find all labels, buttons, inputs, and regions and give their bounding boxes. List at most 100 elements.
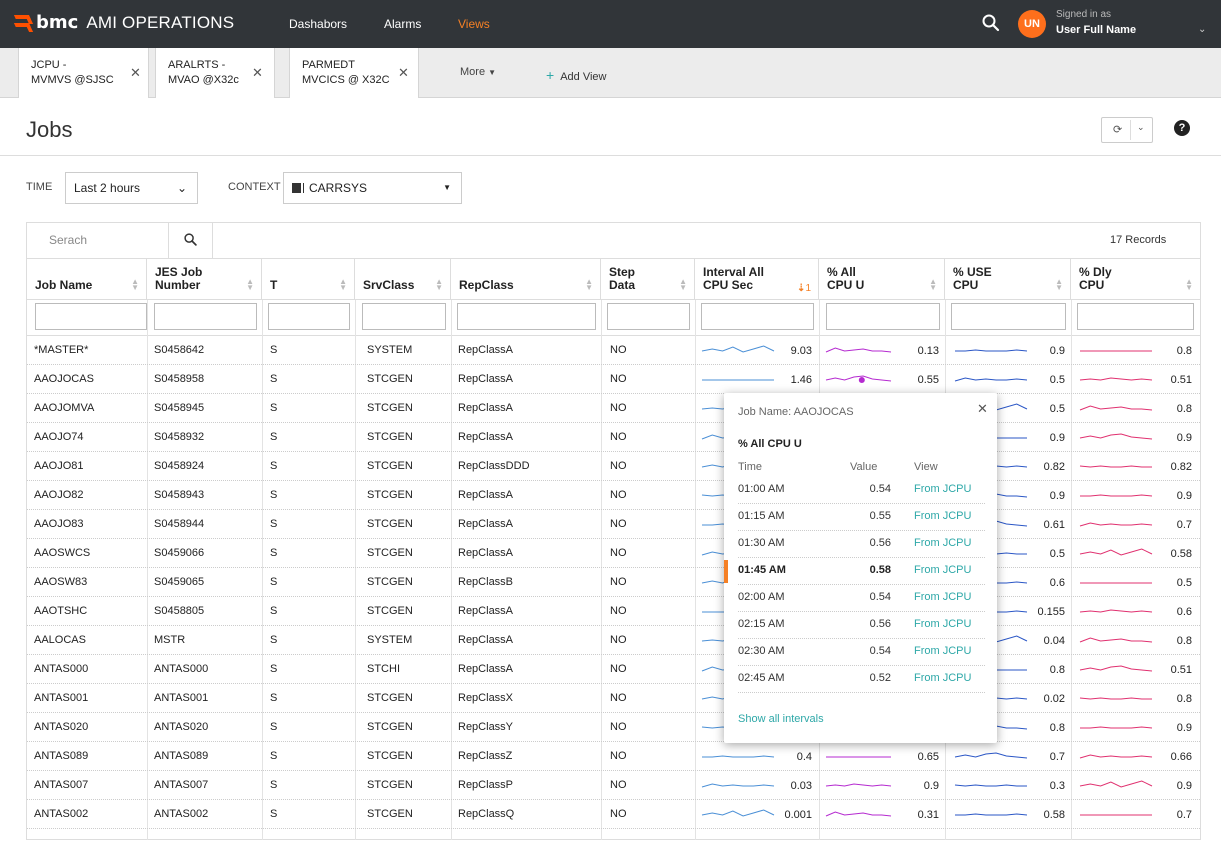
sparkline-dly-cpu[interactable] bbox=[1080, 486, 1153, 502]
filter-input-dly-cpu[interactable] bbox=[1077, 303, 1194, 330]
cell-job-name[interactable]: AAOSW83 bbox=[34, 576, 88, 588]
filter-input-repclass[interactable] bbox=[457, 303, 596, 330]
table-row[interactable] bbox=[27, 336, 1200, 365]
view-tab-aralrts[interactable]: ARALRTS - MVAO @X32c ✕ bbox=[155, 48, 275, 98]
column-header-dly-cpu[interactable]: % Dly CPU ▲ ▼ bbox=[1071, 258, 1200, 300]
refresh-button[interactable]: ⟳ ⌄ bbox=[1101, 117, 1153, 143]
sort-icon[interactable]: ▲ ▼ bbox=[929, 277, 937, 292]
global-search-icon[interactable] bbox=[982, 14, 1000, 32]
table-row[interactable] bbox=[27, 394, 1200, 423]
view-tab-jcpu[interactable]: JCPU - MVMVS @SJSC ✕ bbox=[18, 48, 149, 98]
nav-alarms[interactable]: Alarms bbox=[384, 17, 422, 31]
sparkline-all-cpu-u[interactable] bbox=[825, 776, 892, 792]
popup-view-link[interactable]: From JCPU bbox=[914, 672, 972, 684]
close-icon[interactable]: ✕ bbox=[252, 65, 263, 80]
table-search-button[interactable] bbox=[169, 223, 213, 258]
column-header-all-cpu-u[interactable]: % All CPU U ▲ ▼ bbox=[819, 258, 945, 300]
nav-views[interactable]: Views bbox=[458, 17, 490, 31]
column-header-use-cpu[interactable]: % USE CPU ▲ ▼ bbox=[945, 258, 1071, 300]
popup-view-link[interactable]: From JCPU bbox=[914, 510, 972, 522]
sparkline-use-cpu[interactable] bbox=[954, 776, 1027, 792]
sort-icon[interactable]: ▲ ▼ bbox=[246, 277, 254, 292]
filter-input-job-name[interactable] bbox=[35, 303, 147, 330]
sparkline-all-cpu-u[interactable] bbox=[825, 341, 892, 357]
column-header-step-data[interactable]: Step Data ▲ ▼ bbox=[601, 258, 695, 300]
popup-interval-row[interactable]: 01:45 AM 0.58 From JCPU bbox=[724, 558, 985, 585]
add-view-button[interactable]: + Add View bbox=[546, 67, 606, 83]
table-row[interactable] bbox=[27, 742, 1200, 771]
column-header-srvclass[interactable]: SrvClass ▲ ▼ bbox=[355, 258, 451, 300]
cell-job-name[interactable]: AALOCAS bbox=[34, 634, 86, 646]
view-tab-parmedt[interactable]: PARMEDT MVCICS @ X32C ✕ bbox=[289, 48, 419, 98]
sparkline-use-cpu[interactable] bbox=[954, 370, 1028, 386]
sparkline-interval-all-cpu[interactable] bbox=[701, 341, 775, 357]
user-menu-chevron-down-icon[interactable]: ⌄ bbox=[1198, 24, 1207, 35]
user-name[interactable]: User Full Name bbox=[1056, 24, 1137, 36]
cell-job-name[interactable]: AAOJOMVA bbox=[34, 402, 95, 414]
close-icon[interactable]: ✕ bbox=[130, 65, 141, 80]
filter-input-srvclass[interactable] bbox=[362, 303, 446, 330]
table-row[interactable] bbox=[27, 539, 1200, 568]
table-row[interactable] bbox=[27, 423, 1200, 452]
sparkline-dly-cpu[interactable] bbox=[1079, 689, 1152, 705]
cell-job-name[interactable]: ANTAS001 bbox=[34, 692, 89, 704]
sparkline-interval-all-cpu[interactable] bbox=[702, 747, 775, 763]
close-icon[interactable]: ✕ bbox=[977, 401, 988, 416]
sparkline-dly-cpu[interactable] bbox=[1079, 370, 1153, 386]
more-tabs-dropdown[interactable]: More ▼ bbox=[460, 66, 496, 78]
show-all-intervals-link[interactable]: Show all intervals bbox=[738, 713, 824, 725]
sort-icon[interactable]: ▲ ▼ bbox=[339, 277, 347, 292]
cell-job-name[interactable]: AAOJO81 bbox=[34, 460, 84, 472]
sparkline-dly-cpu[interactable] bbox=[1079, 428, 1153, 444]
sparkline-all-cpu-u[interactable] bbox=[825, 805, 892, 821]
sparkline-dly-cpu[interactable] bbox=[1079, 544, 1153, 560]
cell-job-name[interactable]: ANTAS007 bbox=[34, 779, 89, 791]
sparkline-use-cpu[interactable] bbox=[955, 341, 1028, 357]
column-header-interval-all-cpu-sec[interactable]: Interval All CPU Sec ⇣1 bbox=[695, 258, 819, 300]
user-avatar[interactable]: UN bbox=[1018, 10, 1046, 38]
sparkline-dly-cpu[interactable] bbox=[1079, 457, 1152, 473]
sparkline-all-cpu-u[interactable] bbox=[825, 370, 892, 386]
table-row[interactable] bbox=[27, 713, 1200, 742]
sort-icon[interactable]: ▲ ▼ bbox=[1055, 277, 1063, 292]
table-row[interactable] bbox=[27, 365, 1200, 394]
cell-job-name[interactable]: AAOJOCAS bbox=[34, 373, 94, 385]
popup-interval-row[interactable]: 02:15 AM 0.56 From JCPU bbox=[738, 612, 985, 639]
popup-interval-row[interactable]: 01:15 AM 0.55 From JCPU bbox=[738, 504, 985, 531]
filter-input-step-data[interactable] bbox=[607, 303, 690, 330]
popup-view-link[interactable]: From JCPU bbox=[914, 483, 972, 495]
sparkline-interval-all-cpu[interactable] bbox=[701, 805, 775, 821]
popup-interval-row[interactable]: 02:45 AM 0.52 From JCPU bbox=[738, 666, 985, 693]
cell-job-name[interactable]: *MASTER* bbox=[34, 344, 89, 356]
cell-job-name[interactable]: AAOJO82 bbox=[34, 489, 84, 501]
popup-interval-row[interactable]: 02:30 AM 0.54 From JCPU bbox=[738, 639, 985, 666]
sparkline-dly-cpu[interactable] bbox=[1080, 573, 1152, 589]
help-icon[interactable]: ? bbox=[1174, 120, 1190, 136]
popup-view-link[interactable]: From JCPU bbox=[914, 645, 972, 657]
sparkline-dly-cpu[interactable] bbox=[1079, 747, 1153, 763]
sort-descending-icon[interactable]: ⇣1 bbox=[797, 283, 811, 294]
table-row[interactable] bbox=[27, 800, 1200, 829]
popup-interval-row[interactable]: 01:00 AM 0.54 From JCPU bbox=[738, 477, 985, 504]
popup-view-link[interactable]: From JCPU bbox=[914, 591, 972, 603]
sparkline-dly-cpu[interactable] bbox=[1079, 660, 1153, 676]
filter-input-use-cpu[interactable] bbox=[951, 303, 1066, 330]
sort-icon[interactable]: ▲ ▼ bbox=[585, 277, 593, 292]
cell-job-name[interactable]: AAOJO83 bbox=[34, 518, 84, 530]
sparkline-interval-all-cpu[interactable] bbox=[701, 776, 775, 792]
filter-input-all-cpu-u[interactable] bbox=[826, 303, 940, 330]
close-icon[interactable]: ✕ bbox=[398, 65, 409, 80]
table-row[interactable] bbox=[27, 684, 1200, 713]
sparkline-dly-cpu[interactable] bbox=[1080, 718, 1153, 734]
table-row[interactable] bbox=[27, 568, 1200, 597]
column-header-jes-job-number[interactable]: JES Job Number ▲ ▼ bbox=[147, 258, 262, 300]
table-row[interactable] bbox=[27, 481, 1200, 510]
sparkline-all-cpu-u[interactable] bbox=[826, 747, 891, 763]
sparkline-dly-cpu[interactable] bbox=[1079, 399, 1153, 415]
cell-job-name[interactable]: AAOJO74 bbox=[34, 431, 84, 443]
cell-job-name[interactable]: ANTAS020 bbox=[34, 721, 89, 733]
app-logo[interactable]: bmc AMI OPERATIONS bbox=[14, 12, 234, 33]
sort-icon[interactable]: ▲ ▼ bbox=[435, 277, 443, 292]
sparkline-use-cpu[interactable] bbox=[954, 747, 1028, 763]
sparkline-dly-cpu[interactable] bbox=[1079, 631, 1153, 647]
